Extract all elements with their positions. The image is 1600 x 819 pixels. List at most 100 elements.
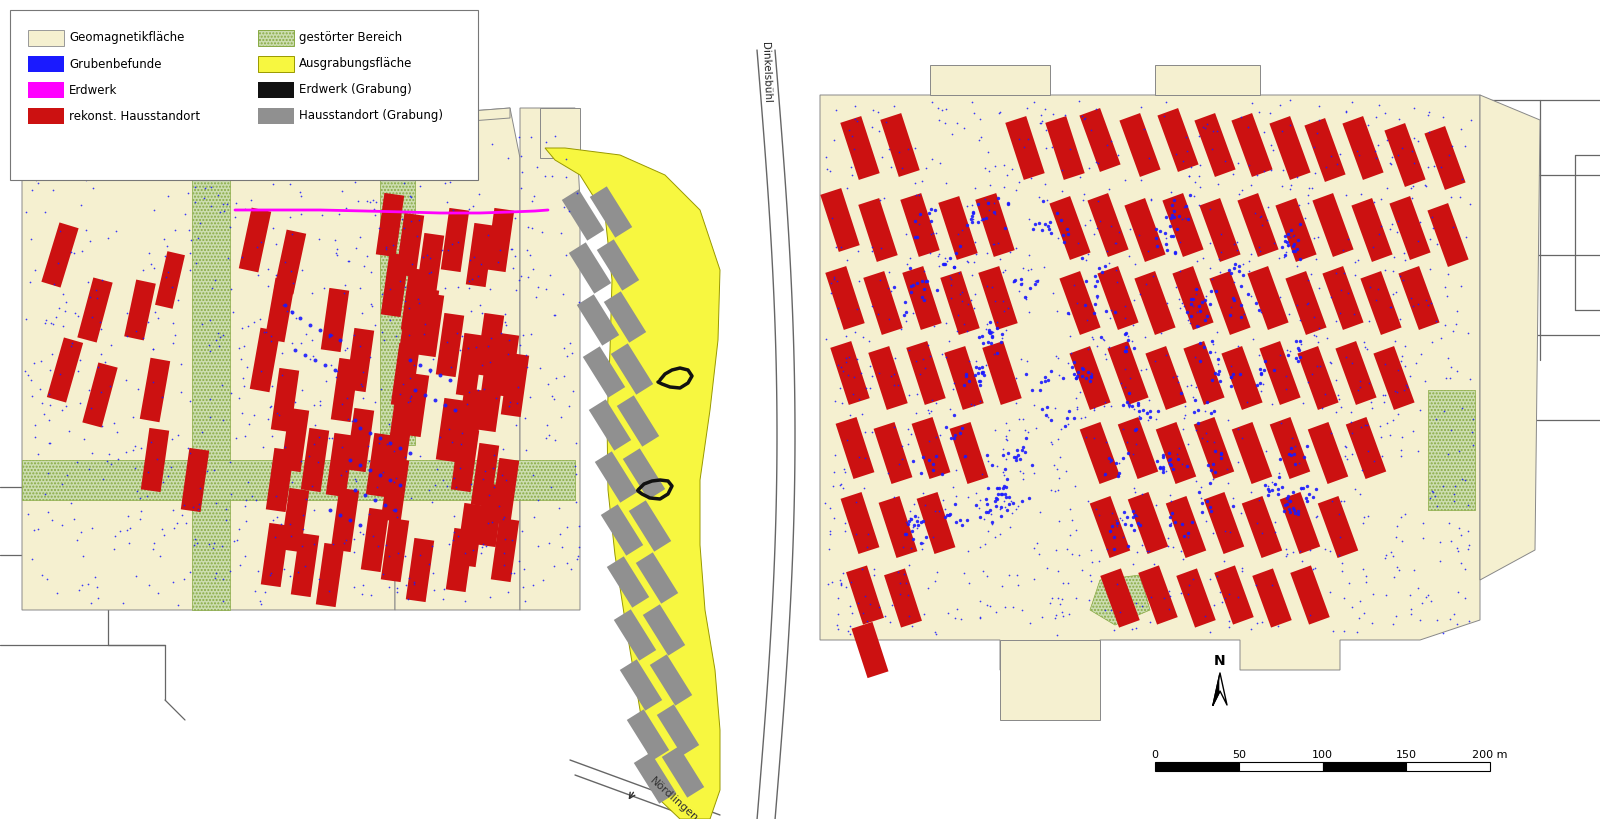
Point [1187,180,1213,193]
Point [1422,490,1448,503]
Point [509,525,534,538]
Point [307,160,333,173]
Point [1178,316,1203,329]
Point [312,359,338,372]
Point [246,594,272,607]
Point [1194,290,1219,303]
Point [355,439,381,452]
Point [989,509,1014,523]
Point [902,141,928,154]
Point [21,356,46,369]
Point [1266,619,1291,632]
Point [1275,238,1301,251]
Point [1326,307,1352,320]
Polygon shape [1120,113,1160,177]
Point [1314,161,1339,174]
Point [1069,369,1094,382]
Point [917,247,942,260]
Point [1146,405,1171,418]
Point [902,509,928,523]
Point [1352,341,1378,354]
Point [1408,347,1434,360]
Point [966,330,992,343]
Point [955,219,981,232]
Point [1435,516,1461,529]
Point [165,599,190,612]
Point [1128,487,1154,500]
Point [1045,592,1070,605]
Polygon shape [475,313,504,377]
Point [149,523,174,536]
Point [1438,190,1464,203]
Point [1427,536,1453,549]
Point [1114,396,1139,409]
Point [1235,255,1261,268]
Point [971,212,997,225]
Point [1045,564,1070,577]
Point [1286,253,1312,266]
Point [13,364,38,377]
Point [973,211,998,224]
Polygon shape [1176,568,1216,627]
Point [904,522,930,535]
Point [835,124,861,137]
Point [307,399,333,412]
Point [166,428,192,441]
Point [1357,314,1382,328]
Point [1254,200,1280,213]
Point [1096,256,1122,269]
Polygon shape [885,568,922,627]
Point [366,222,392,235]
Point [128,491,154,505]
Point [234,514,259,527]
Point [1053,420,1078,433]
Point [512,411,538,424]
Point [1182,351,1208,364]
Polygon shape [1173,266,1213,330]
Point [1051,229,1077,242]
Point [1459,426,1485,439]
Point [520,578,546,591]
Point [941,260,966,273]
Point [966,362,992,375]
Point [1334,453,1360,466]
Point [917,435,942,448]
Point [968,611,994,624]
Point [1021,572,1046,586]
Point [1094,245,1120,258]
Point [854,381,880,394]
Point [1142,355,1168,368]
Point [1346,383,1371,396]
Point [1038,436,1064,449]
Point [1045,232,1070,245]
Point [392,176,418,189]
Point [1349,420,1374,433]
Point [938,251,963,265]
Point [117,170,142,183]
Point [1246,349,1272,362]
Point [466,384,491,397]
Point [40,317,66,330]
Point [387,387,413,400]
Point [43,311,69,324]
Polygon shape [1163,193,1203,257]
Point [970,329,995,342]
Point [1043,304,1069,317]
Point [962,399,987,412]
Point [1434,371,1459,384]
Point [259,514,285,527]
Point [1453,473,1478,486]
Point [941,409,966,422]
Point [27,382,53,396]
Point [141,342,166,355]
Point [1330,557,1355,570]
Point [834,329,859,342]
Text: Erdwerk (Grabung): Erdwerk (Grabung) [299,84,411,97]
Point [1243,578,1269,591]
Point [38,317,64,330]
Point [1216,615,1242,628]
Point [1158,516,1184,529]
Point [214,251,240,265]
Point [1118,518,1144,532]
Point [1400,179,1426,192]
